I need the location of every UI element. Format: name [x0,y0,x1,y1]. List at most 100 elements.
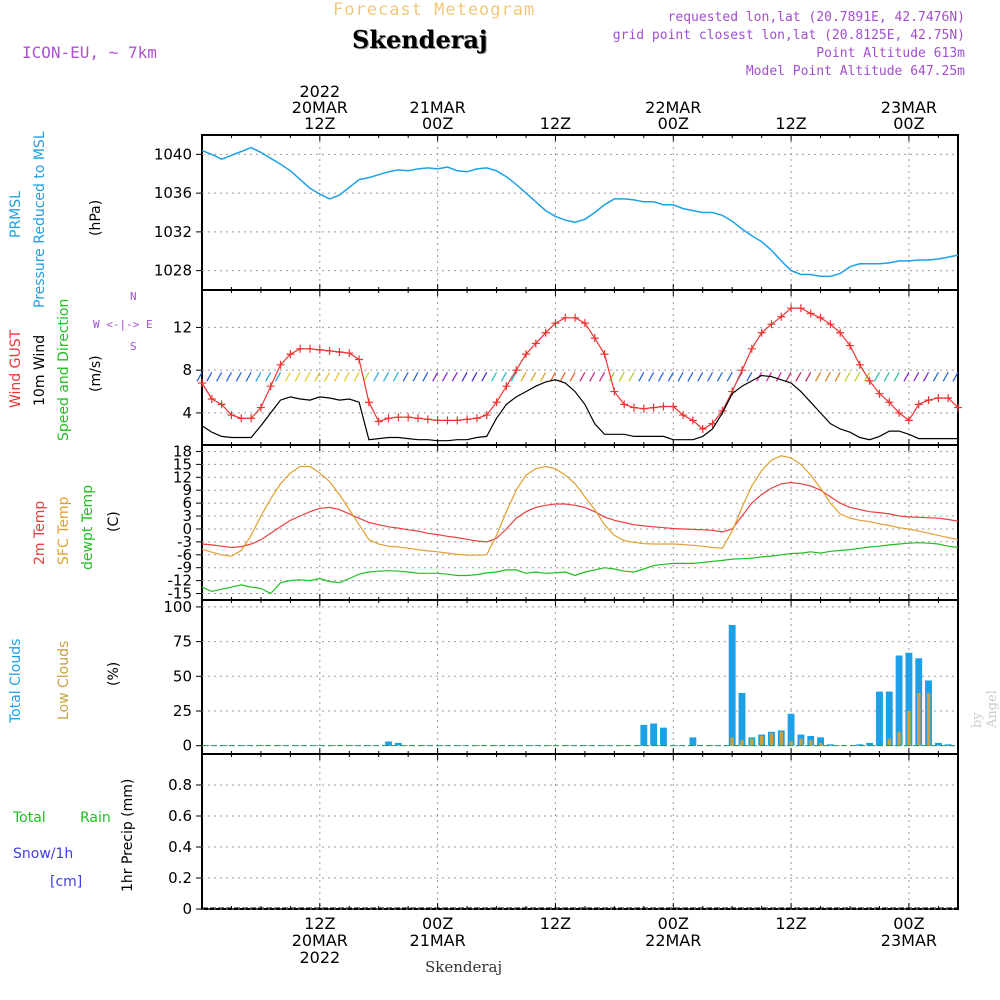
wind-direction-arrow [284,372,291,382]
gust-marker [954,403,962,412]
total-cloud-bar [385,741,392,746]
gust-marker [787,304,796,313]
wind-direction-arrow [500,372,507,382]
low-cloud-bar [740,740,744,746]
low-cloud-bar [759,735,764,746]
top-time-label: 00Z [422,114,453,133]
gust-marker [296,344,305,353]
total-cloud-bar [689,737,697,746]
location-title: Skenderaj [352,25,488,54]
model-label: ICON-EU, ~ 7km [22,43,157,62]
top-time-label: 12Z [775,114,806,133]
low-cloud-bar [799,738,803,746]
pressure-line [201,146,959,278]
y-tick-label: 0 [182,737,192,755]
wind-direction-arrow [805,372,812,382]
wind-direction-arrow [540,372,547,382]
gust-marker [335,348,344,356]
panel-frame [201,289,959,446]
total-cloud-bar [394,742,402,746]
y-tick-label: -3 [177,533,192,551]
total-cloud-bar [738,692,746,746]
top-time-label: 23MAR [881,98,937,117]
bottom-time-label: 00Z [893,914,924,933]
gust-marker [325,346,334,355]
bottom-time-label: 20MAR [292,931,348,950]
wind-direction-arrow [294,372,301,382]
wind-direction-arrow [844,372,851,382]
wind-direction-arrow [196,372,203,382]
gust-marker [767,320,776,329]
point-altitude: Point Altitude 613m [816,46,965,61]
total-cloud-bar [876,691,883,746]
top-time-label: 00Z [893,114,924,133]
compass-we: W <-|-> E [93,318,153,331]
gust-marker [934,393,943,402]
compass-n: N [130,290,137,303]
gust-marker [561,313,570,322]
low-cloud-bar [809,740,813,746]
temp2m-line [201,481,959,549]
gust-marker [512,366,521,375]
y-tick-label: 25 [173,702,192,720]
gust-marker [502,382,511,391]
bottom-time-label: 12Z [540,914,571,933]
gust-marker [698,424,707,433]
y-tick-label: 0.6 [168,807,192,825]
gust-marker [227,411,236,420]
wind-direction-arrow [235,372,242,382]
wind-direction-arrow [893,372,900,382]
gust-marker [904,416,913,425]
top-time-label: 12Z [540,114,571,133]
gust-marker [404,413,413,422]
wind-direction-arrow [363,372,370,382]
wind-direction-arrow [451,372,458,382]
total-cloud-bar [787,713,795,746]
wind-direction-arrow [206,372,213,382]
bottom-time-label: 2022 [299,948,340,967]
low-cloud-bar [779,731,783,746]
total-cloud-bar [885,691,893,746]
wind-direction-arrow [746,372,753,382]
y-tick-label: 18 [173,442,192,460]
gust-marker [315,345,324,354]
gust-marker [688,416,697,425]
top-time-label: 22MAR [645,98,701,117]
wind-direction-arrow [549,372,556,382]
wind-direction-arrow [657,372,664,382]
wind-direction-arrow [461,372,468,382]
y-tick-label: 9 [182,481,192,499]
gust-marker [531,339,540,348]
gust-marker [639,404,648,413]
gust-marker [738,366,746,375]
snow-label: Snow/1h [13,846,74,862]
y-tick-label: 12 [173,318,192,336]
wind-direction-arrow [353,372,360,382]
low-cloud-bar [730,737,734,746]
wind-direction-arrow [834,372,841,382]
wind-direction-arrow [618,372,625,382]
wind-direction-arrow [589,372,596,382]
wind-direction-arrow [795,372,802,382]
low-cloud-bar [907,710,911,746]
wind-direction-arrow [716,372,723,382]
wind-direction-arrow [785,372,792,382]
y-tick-label: 15 [173,455,192,473]
gust-marker [826,320,835,329]
panel-frame [201,444,959,601]
wind-direction-arrow [775,372,782,382]
wind-direction-arrow [628,372,635,382]
y-tick-label: 4 [182,404,192,422]
gust-marker [443,416,452,425]
wind-direction-arrow [726,372,733,382]
low-cloud-bar [818,742,823,746]
low-cloud-bar [789,741,793,746]
total-cloud-bar [944,744,952,746]
wind-direction-arrow [422,372,429,382]
wind-direction-arrow [520,372,527,382]
wind-direction-arrow [481,372,488,382]
gust-marker [384,414,393,423]
top-time-label: 21MAR [410,98,466,117]
total-cloud-bar [817,737,824,746]
rain-label: Rain [80,810,111,826]
